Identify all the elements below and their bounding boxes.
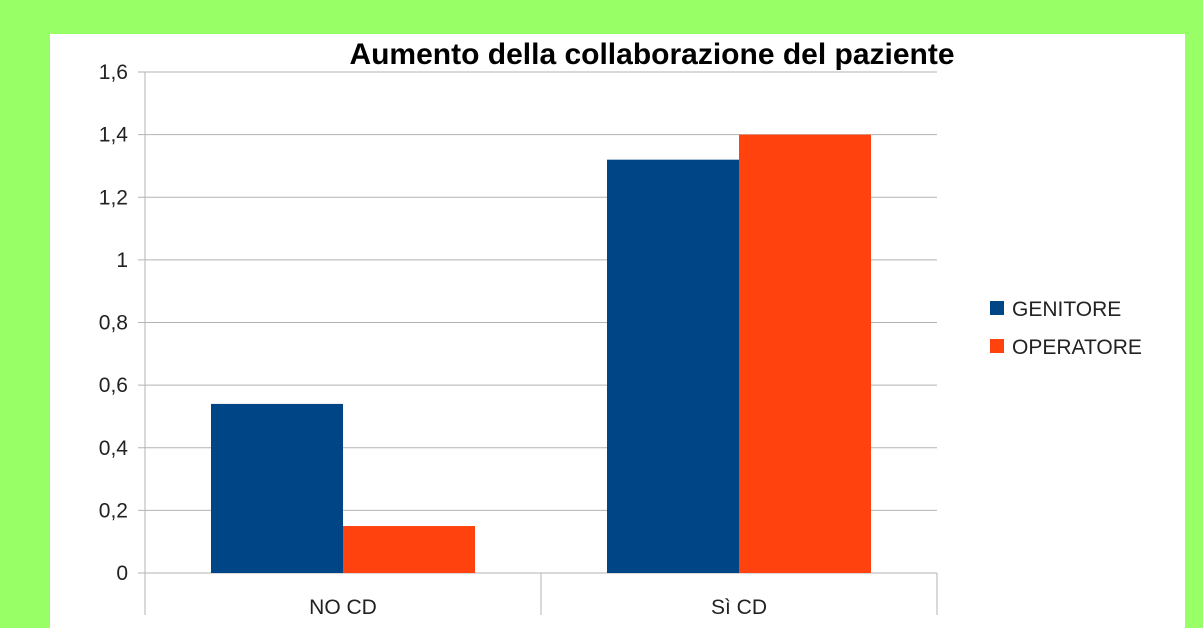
y-tick-label: 0: [116, 562, 128, 585]
y-tick-label: 1,4: [99, 124, 129, 147]
y-tick-labels: 0 0,2 0,4 0,6 0,8 1 1,2 1,4 1,6: [99, 61, 129, 585]
legend: GENITORE OPERATORE: [990, 298, 1142, 359]
chart-title: Aumento della collaborazione del pazient…: [349, 38, 954, 71]
y-tick-label: 0,6: [99, 374, 128, 397]
y-tick-label: 0,8: [99, 312, 128, 335]
legend-label: OPERATORE: [1012, 336, 1142, 359]
y-tick-label: 0,4: [99, 437, 129, 460]
legend-label: GENITORE: [1012, 298, 1121, 321]
bar-operatore-0: [343, 526, 475, 573]
legend-swatch: [990, 301, 1004, 315]
legend-swatch: [990, 339, 1004, 353]
y-tick-label: 0,2: [99, 499, 128, 522]
bar-operatore-1: [739, 134, 871, 573]
y-tick-label: 1,2: [99, 186, 128, 209]
y-tick-label: 1: [116, 249, 128, 272]
bar-genitore-0: [211, 403, 343, 573]
x-category-label: Sì CD: [711, 596, 767, 619]
bars: [211, 134, 871, 574]
x-category-label: NO CD: [309, 596, 377, 619]
bar-genitore-1: [607, 159, 739, 574]
x-category-labels: NO CD Sì CD: [309, 596, 767, 619]
y-tick-label: 1,6: [99, 61, 128, 84]
